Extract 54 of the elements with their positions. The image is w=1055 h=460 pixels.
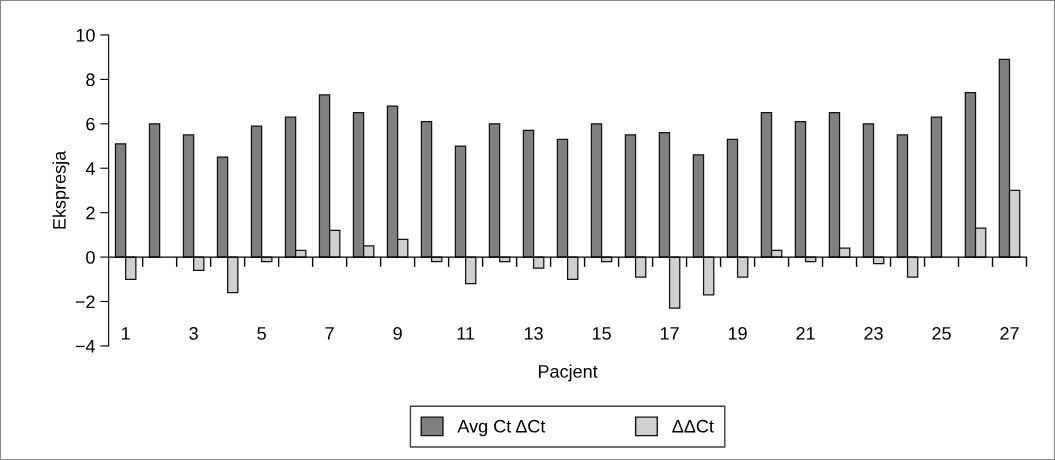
x-tick-label: 15	[592, 327, 611, 340]
bar	[862, 123, 875, 258]
bar	[125, 256, 137, 280]
bar	[668, 256, 681, 309]
bar	[906, 256, 919, 278]
x-tick-label: 11	[457, 327, 475, 340]
bar	[726, 138, 739, 258]
bar	[692, 154, 705, 258]
bar	[454, 145, 467, 258]
bar	[566, 256, 579, 280]
bar	[794, 120, 807, 258]
bar	[556, 138, 569, 258]
bar	[148, 123, 161, 258]
bar	[658, 132, 671, 258]
x-tick-label: 1	[122, 327, 130, 340]
bar	[930, 116, 943, 258]
bar	[464, 256, 477, 285]
x-tick-label: 7	[325, 327, 334, 340]
x-tick-label: 9	[393, 327, 402, 340]
bar	[114, 143, 127, 258]
x-tick-label: 21	[796, 327, 815, 340]
x-tick-label: 23	[864, 327, 883, 340]
y-tick-label: 10	[76, 28, 95, 42]
y-tick-label: 0	[86, 251, 95, 264]
bar	[702, 256, 715, 296]
x-axis-title: Pacjent	[538, 364, 598, 382]
x-tick-label: 5	[257, 327, 266, 340]
bar	[488, 123, 501, 258]
legend-label: Avg Ct ΔCt	[457, 419, 546, 437]
bar	[624, 134, 637, 258]
y-tick-label: 4	[85, 162, 95, 175]
x-tick-label: 3	[189, 327, 198, 340]
x-tick-label: 27	[1000, 327, 1019, 340]
bar	[420, 120, 433, 258]
bar	[736, 256, 749, 278]
legend-label: ΔΔCt	[672, 419, 714, 433]
x-tick-label: 17	[660, 327, 679, 340]
x-tick-label: 25	[932, 327, 951, 340]
x-tick-label: 19	[728, 327, 747, 340]
bar	[182, 134, 195, 258]
y-tick-label: 8	[86, 73, 95, 87]
bar	[590, 123, 603, 258]
bar	[227, 256, 239, 294]
bar	[896, 134, 909, 258]
bar	[522, 129, 535, 258]
bar	[216, 156, 229, 258]
y-axis-title: Ekspresja	[52, 150, 70, 229]
y-tick-label: −4	[75, 340, 95, 353]
bar	[634, 256, 647, 278]
y-tick-label: −2	[75, 295, 95, 309]
x-tick-label: 13	[524, 327, 543, 340]
bar	[250, 125, 263, 258]
y-tick-label: 2	[86, 206, 95, 220]
y-tick-label: 6	[86, 117, 95, 131]
